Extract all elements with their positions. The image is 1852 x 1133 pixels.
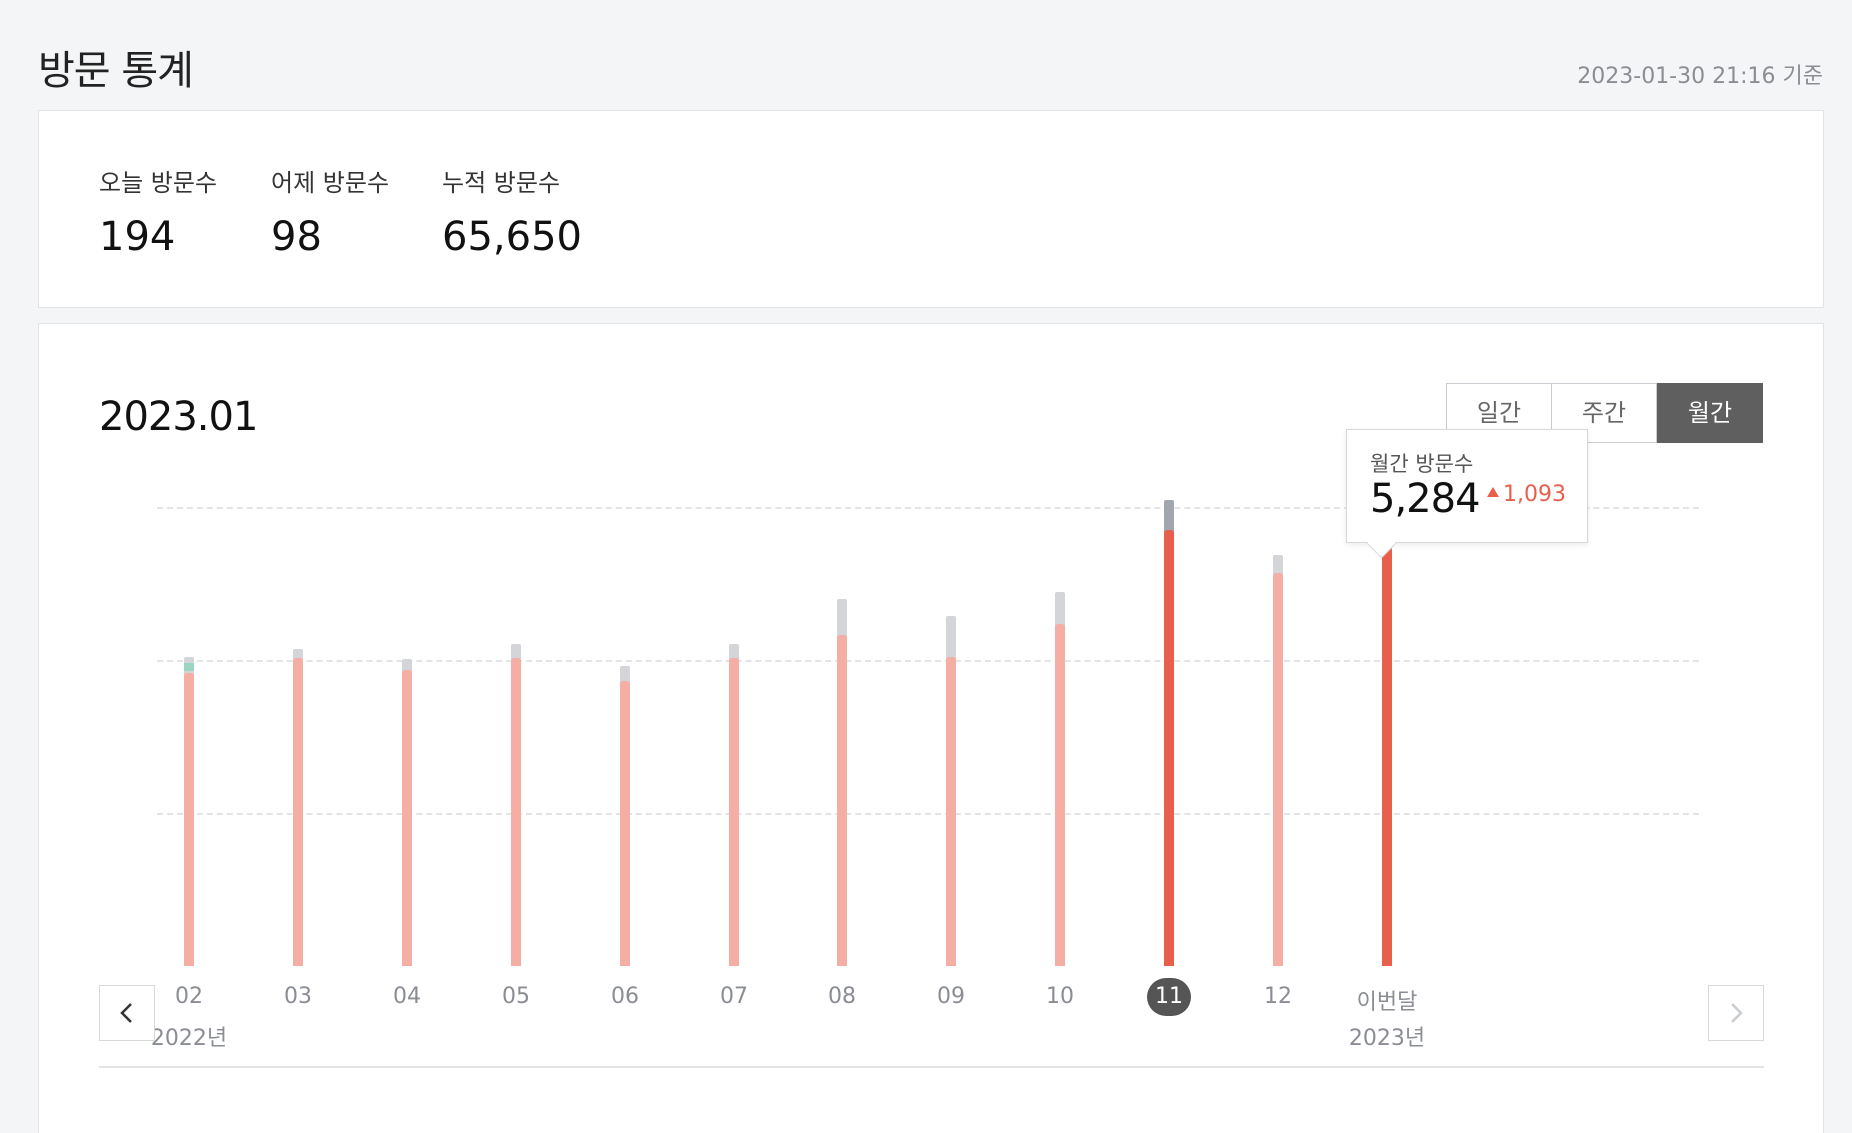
x-tick-label[interactable]: 08 (828, 984, 856, 1009)
x-tick-label[interactable]: 04 (393, 984, 421, 1009)
bar-current (837, 635, 847, 966)
prev-period-button[interactable] (99, 985, 155, 1041)
chevron-left-icon (120, 1003, 132, 1023)
stat-today-label: 오늘 방문수 (99, 169, 218, 197)
bar-current (1055, 624, 1065, 966)
tooltip-value: 5,284 (1370, 476, 1481, 522)
divider (99, 1066, 1764, 1068)
x-tick-label[interactable]: 02 (175, 984, 203, 1009)
x-tick-label[interactable]: 11 (1124, 978, 1214, 1016)
x-tick-label[interactable]: 03 (284, 984, 312, 1009)
triangle-up-icon (1487, 487, 1499, 497)
tooltip-delta-value: 1,093 (1503, 482, 1566, 507)
year-label: 2023년 (1348, 1026, 1426, 1051)
x-tick-label[interactable]: 05 (502, 984, 530, 1009)
period-title: 2023.01 (99, 394, 258, 440)
gridline (157, 813, 1699, 815)
bar-current (1164, 530, 1174, 966)
summary-card: 오늘 방문수 194 어제 방문수 98 누적 방문수 65,650 (38, 110, 1824, 308)
bar-current (620, 681, 630, 966)
tooltip-delta: 1,093 (1487, 482, 1566, 507)
bar-current (946, 657, 956, 966)
x-tick-label[interactable]: 이번달 (1356, 990, 1418, 1015)
bar-marker (184, 663, 194, 671)
bar-current (729, 658, 739, 966)
x-tick-label[interactable]: 10 (1046, 984, 1074, 1009)
stat-yesterday-label: 어제 방문수 (271, 169, 390, 197)
stat-total-value: 65,650 (442, 214, 582, 260)
bar-current (184, 673, 194, 966)
stat-total: 누적 방문수 65,650 (442, 163, 582, 260)
bar-current (1382, 547, 1392, 966)
selected-month-badge: 11 (1147, 978, 1191, 1016)
gridline (157, 660, 1699, 662)
timestamp-label: 2023-01-30 21:16 기준 (1577, 64, 1823, 89)
bar-current (1273, 573, 1283, 966)
stat-yesterday-value: 98 (271, 214, 322, 260)
toggle-weekly[interactable]: 주간 (1551, 383, 1657, 443)
bar-current (511, 658, 521, 966)
x-tick-label[interactable]: 09 (937, 984, 965, 1009)
chart-card: 2023.01 일간 주간 월간 02 2022년 03 04 05 06 07 08 09 10… (38, 323, 1824, 1133)
bar-current (402, 670, 412, 966)
stat-today: 오늘 방문수 194 (99, 163, 217, 260)
toggle-monthly[interactable]: 월간 (1657, 383, 1763, 443)
x-tick-label[interactable]: 07 (720, 984, 748, 1009)
bar-current (293, 658, 303, 966)
stat-yesterday: 어제 방문수 98 (271, 163, 389, 260)
stat-total-label: 누적 방문수 (442, 169, 561, 197)
page-title: 방문 통계 (38, 48, 194, 94)
year-label: 2022년 (150, 1026, 228, 1051)
tooltip-label: 월간 방문수 (1370, 452, 1474, 476)
x-tick-label[interactable]: 12 (1264, 984, 1292, 1009)
next-period-button[interactable] (1708, 985, 1764, 1041)
stat-today-value: 194 (99, 214, 176, 260)
chevron-right-icon (1731, 1003, 1743, 1023)
tooltip: 월간 방문수 5,284 1,093 (1346, 429, 1588, 559)
gridline (157, 507, 1699, 509)
x-tick-label[interactable]: 06 (611, 984, 639, 1009)
